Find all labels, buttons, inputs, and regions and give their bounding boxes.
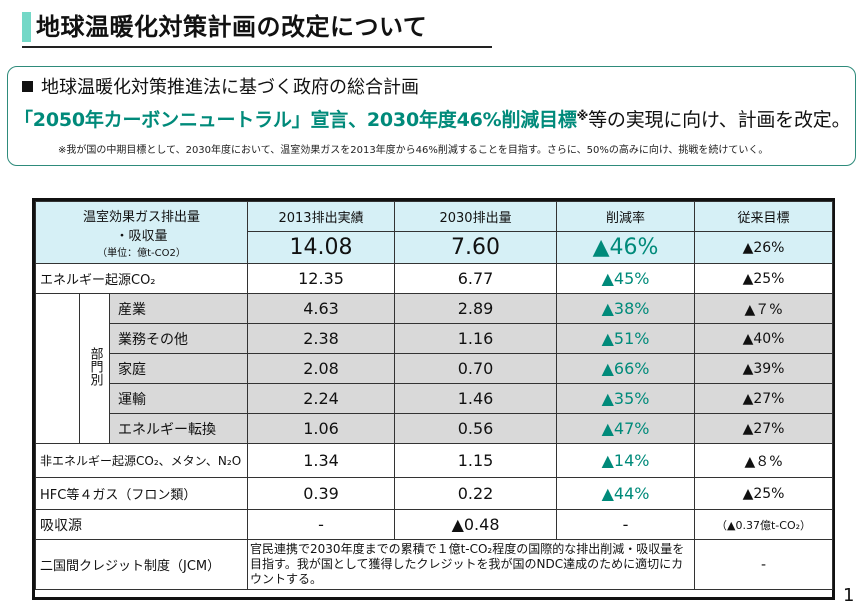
cell-value: ▲51%: [556, 323, 696, 354]
table-row: 家庭 2.08 0.70 ▲66% ▲39%: [36, 353, 834, 384]
cell-value: -: [694, 539, 834, 590]
table-row: 非エネルギー起源CO₂、メタン、N₂O 1.34 1.15 ▲14% ▲８%: [34, 443, 834, 478]
hfc-label: HFC等４ガス（フロン類）: [34, 477, 249, 510]
page-title: 地球温暖化対策計画の改定について: [36, 13, 428, 41]
cell-value: ▲44%: [556, 477, 696, 510]
sector-label: 家庭: [108, 353, 249, 384]
table-row: 部門別 産業 4.63 2.89 ▲38% ▲７%: [35, 293, 834, 444]
total-reduction: ▲46%: [556, 231, 696, 264]
sector-group-label: 部門別: [79, 293, 110, 444]
absorption-label: 吸収源: [34, 509, 249, 540]
header-2013: 2013排出実績: [247, 201, 396, 232]
table-header-row: 温室効果ガス排出量 ・吸収量 （単位：億t-CO2） 2013排出実績 2030…: [34, 201, 834, 264]
cell-value: 0.56: [394, 413, 558, 444]
cell-value: -: [247, 509, 396, 540]
table-row: 吸収源 - ▲0.48 - （▲0.37億t-CO₂）: [34, 509, 834, 540]
cell-value: ▲38%: [556, 293, 696, 324]
header-2030: 2030排出量: [394, 201, 558, 232]
cell-value: ▲25%: [694, 477, 834, 510]
cell-value: ▲27%: [694, 413, 834, 444]
cell-value: -: [556, 509, 696, 540]
table-row: 業務その他 2.38 1.16 ▲51% ▲40%: [36, 323, 834, 354]
cell-value: 2.38: [247, 323, 396, 354]
cell-value: 2.08: [247, 353, 396, 384]
cell-value: 0.39: [247, 477, 396, 510]
cell-value: 12.35: [247, 263, 396, 294]
energy-co2-label: エネルギー起源CO₂: [34, 263, 249, 294]
title-bar: 地球温暖化対策計画の改定について: [22, 10, 492, 48]
summary-footnote: ※我が国の中期目標として、2030年度において、温室効果ガスを2013年度から4…: [58, 145, 769, 156]
header-corner-unit: （単位：億t-CO2）: [97, 248, 186, 259]
page-number: 1: [843, 585, 855, 606]
cell-value: 2.89: [394, 293, 558, 324]
sector-label: 産業: [108, 293, 249, 324]
cell-value: ▲66%: [556, 353, 696, 384]
summary-box: 地球温暖化対策推進法に基づく政府の総合計画 「2050年カーボンニュートラル」宣…: [7, 66, 856, 166]
summary-line2: 「2050年カーボンニュートラル」宣言、2030年度46%削減目標※等の実現に向…: [14, 105, 851, 132]
emissions-table: 温室効果ガス排出量 ・吸収量 （単位：億t-CO2） 2013排出実績 2030…: [34, 201, 834, 590]
cell-value: 1.15: [394, 443, 558, 478]
table-row: エネルギー転換 1.06 0.56 ▲47% ▲27%: [36, 413, 834, 444]
cell-value: ▲45%: [556, 263, 696, 294]
cell-value: ▲27%: [694, 383, 834, 414]
cell-value: 1.46: [394, 383, 558, 414]
header-reduction-rate: 削減率: [556, 201, 696, 232]
cell-value: ▲７%: [694, 293, 834, 324]
cell-value: 4.63: [247, 293, 396, 324]
total-2013: 14.08: [247, 231, 396, 264]
cell-value: ▲８%: [694, 443, 834, 478]
header-previous-target: 従来目標: [694, 201, 834, 232]
cell-value: ▲25%: [694, 263, 834, 294]
sector-label: 業務その他: [108, 323, 249, 354]
summary-line2-rest: 等の実現に向け、計画を改定。: [588, 109, 851, 131]
summary-line1: 地球温暖化対策推進法に基づく政府の総合計画: [22, 73, 419, 99]
sector-label: 運輸: [108, 383, 249, 414]
cell-value: ▲47%: [556, 413, 696, 444]
jcm-description: 官民連携で2030年度までの累積で１億t-CO₂程度の国際的な排出削減・吸収量を…: [247, 539, 696, 590]
summary-line1-text: 地球温暖化対策推進法に基づく政府の総合計画: [41, 77, 419, 98]
table-row: HFC等４ガス（フロン類） 0.39 0.22 ▲44% ▲25%: [34, 477, 834, 510]
cell-value: 0.70: [394, 353, 558, 384]
summary-highlight: 「2050年カーボンニュートラル」宣言、2030年度46%削減目標: [14, 109, 577, 131]
jcm-label: 二国間クレジット制度（JCM）: [34, 539, 249, 590]
cell-value: 0.22: [394, 477, 558, 510]
table-row: エネルギー起源CO₂ 12.35 6.77 ▲45% ▲25%: [34, 263, 834, 294]
table-row: 運輸 2.24 1.46 ▲35% ▲27%: [36, 383, 834, 414]
cell-value: ▲39%: [694, 353, 834, 384]
cell-value: ▲35%: [556, 383, 696, 414]
cell-value: 1.34: [247, 443, 396, 478]
cell-value: 6.77: [394, 263, 558, 294]
sector-label: エネルギー転換: [108, 413, 249, 444]
cell-value: （▲0.37億t-CO₂）: [694, 509, 834, 540]
total-2030: 7.60: [394, 231, 558, 264]
table-row: 二国間クレジット制度（JCM） 官民連携で2030年度までの累積で１億t-CO₂…: [34, 539, 834, 590]
emissions-table-frame: 温室効果ガス排出量 ・吸収量 （単位：億t-CO2） 2013排出実績 2030…: [32, 198, 835, 600]
cell-value: ▲40%: [694, 323, 834, 354]
header-corner-cell: 温室効果ガス排出量 ・吸収量 （単位：億t-CO2）: [34, 201, 249, 264]
cell-value: ▲14%: [556, 443, 696, 478]
cell-value: 1.06: [247, 413, 396, 444]
cell-value: ▲0.48: [394, 509, 558, 540]
title-accent-bar: [22, 12, 31, 42]
header-corner-line2: ・吸収量: [115, 229, 168, 244]
cell-value: 1.16: [394, 323, 558, 354]
non-energy-label: 非エネルギー起源CO₂、メタン、N₂O: [34, 443, 249, 478]
header-corner-line1: 温室効果ガス排出量: [83, 210, 201, 225]
total-previous-target: ▲26%: [694, 231, 834, 264]
total-row: 14.08 7.60 ▲46% ▲26%: [36, 231, 834, 264]
indent-spacer: [35, 293, 80, 444]
square-bullet-icon: [22, 81, 33, 92]
cell-value: 2.24: [247, 383, 396, 414]
footnote-mark: ※: [576, 109, 589, 123]
